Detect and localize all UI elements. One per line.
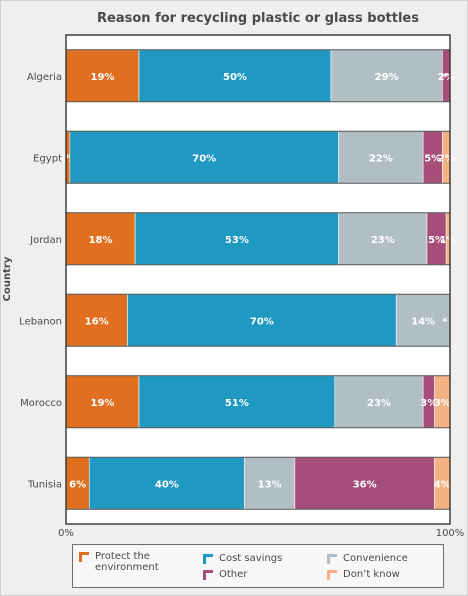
bar-tunisia-cost-savings: [88, 456, 245, 510]
category-label-lebanon: Lebanon: [19, 316, 62, 327]
data-label-jordan-convenience: 23%: [371, 235, 395, 246]
data-label-egypt-protect-the-environment: 1%: [59, 153, 76, 164]
data-label-jordan-protect-the-environment: 18%: [89, 235, 113, 246]
data-label-tunisia-other: 36%: [353, 479, 377, 490]
data-label-algeria-cost-savings: 50%: [223, 72, 247, 83]
data-label-morocco-don-t-know: 3%: [434, 398, 451, 409]
data-label-morocco-other: 3%: [420, 398, 437, 409]
data-label-egypt-don-t-know: 2%: [438, 153, 455, 164]
data-label-algeria-don-t-know: *: [442, 72, 448, 83]
legend-label: Other: [219, 569, 248, 580]
legend-item-convenience: Convenience: [327, 553, 408, 564]
data-label-morocco-protect-the-environment: 19%: [91, 398, 115, 409]
data-label-jordan-don-t-know: 1%: [440, 235, 457, 246]
legend-swatch-icon: [79, 552, 89, 562]
legend-swatch-icon: [203, 570, 213, 580]
bar-egypt-convenience: [338, 130, 424, 184]
plot-border: [65, 34, 451, 525]
legend-swatch-icon: [327, 570, 337, 580]
data-label-tunisia-cost-savings: 40%: [155, 479, 179, 490]
category-label-jordan: Jordan: [29, 235, 62, 246]
chart-title: Reason for recycling plastic or glass bo…: [97, 11, 419, 26]
data-label-egypt-cost-savings: 70%: [192, 153, 216, 164]
category-label-morocco: Morocco: [20, 398, 62, 409]
plot-area: [66, 35, 450, 524]
legend-item-dont-know: Don’t know: [327, 569, 400, 580]
data-label-lebanon-cost-savings: 70%: [250, 316, 274, 327]
data-label-jordan-other: 5%: [428, 235, 445, 246]
legend-item-cost-savings: Cost savings: [203, 553, 282, 564]
data-label-tunisia-convenience: 13%: [258, 479, 282, 490]
data-label-algeria-protect-the-environment: 19%: [91, 72, 115, 83]
data-label-algeria-other: 2%: [438, 72, 455, 83]
category-label-egypt: Egypt: [33, 153, 62, 164]
data-label-tunisia-protect-the-environment: 6%: [69, 479, 86, 490]
bar-jordan-convenience: [338, 212, 428, 266]
bar-morocco-convenience: [334, 375, 424, 429]
legend-label: Protect the environment: [95, 551, 159, 573]
data-label-egypt-other: 5%: [424, 153, 441, 164]
x-tick-label-100: 100%: [436, 528, 465, 539]
bar-tunisia-other: [294, 456, 435, 510]
legend-item-protect-the-environment: Protect the environment: [79, 551, 185, 573]
data-label-tunisia-don-t-know: 4%: [434, 479, 451, 490]
legend-label: Cost savings: [219, 553, 283, 564]
data-label-jordan-cost-savings: 53%: [225, 235, 249, 246]
bar-algeria-convenience: [330, 49, 443, 103]
bar-lebanon-cost-savings: [127, 293, 397, 347]
category-label-algeria: Algeria: [27, 72, 62, 83]
bar-egypt-cost-savings: [69, 130, 339, 184]
y-axis-label: Country: [2, 256, 13, 301]
x-tick-label-0: 0%: [58, 528, 74, 539]
data-label-lebanon-protect-the-environment: 16%: [85, 316, 109, 327]
bar-algeria-protect-the-environment: [65, 49, 140, 103]
bar-lebanon-protect-the-environment: [65, 293, 128, 347]
data-label-morocco-cost-savings: 51%: [225, 398, 249, 409]
bar-jordan-protect-the-environment: [65, 212, 136, 266]
legend-swatch-icon: [203, 554, 213, 564]
data-label-lebanon-don-t-know: *: [442, 316, 448, 327]
chart-legend: Protect the environment Cost savings Con…: [72, 544, 444, 588]
data-label-morocco-convenience: 23%: [367, 398, 391, 409]
data-label-egypt-convenience: 22%: [369, 153, 393, 164]
legend-label: Convenience: [343, 553, 408, 564]
legend-label: Don’t know: [343, 569, 400, 580]
data-label-algeria-convenience: 29%: [375, 72, 399, 83]
legend-item-other: Other: [203, 569, 247, 580]
data-label-lebanon-convenience: 14%: [411, 316, 435, 327]
bar-morocco-protect-the-environment: [65, 375, 140, 429]
legend-swatch-icon: [327, 554, 337, 564]
bar-morocco-cost-savings: [138, 375, 336, 429]
category-label-tunisia: Tunisia: [27, 479, 62, 490]
bar-tunisia-convenience: [244, 456, 296, 510]
